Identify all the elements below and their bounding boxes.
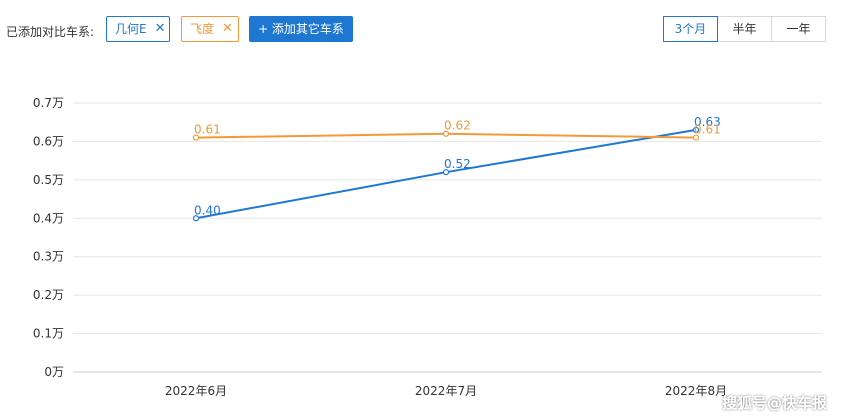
- y-tick-label: 0.7万: [33, 96, 64, 110]
- y-tick-label: 0.3万: [33, 250, 64, 264]
- y-tick-label: 0.4万: [33, 211, 64, 225]
- add-series-button[interactable]: + 添加其它车系: [249, 16, 353, 42]
- data-point: [692, 126, 700, 133]
- data-label: 0.61: [694, 123, 721, 137]
- range-3-months-button[interactable]: 3个月: [663, 16, 718, 42]
- y-tick-label: 0.2万: [33, 288, 64, 302]
- data-point: [442, 130, 450, 137]
- x-tick-label: 2022年8月: [665, 384, 727, 398]
- y-tick-label: 0万: [44, 365, 64, 379]
- compare-label: 已添加对比车系:: [6, 25, 95, 39]
- y-tick-label: 0.6万: [33, 134, 64, 148]
- data-label: 0.52: [444, 157, 471, 171]
- data-point: [442, 169, 450, 176]
- watermark: 搜狐号@快车报: [721, 394, 827, 412]
- compare-tag-label: 飞度: [190, 22, 215, 36]
- compare-tag-label: 几何E: [115, 22, 147, 36]
- data-label: 0.40: [194, 203, 221, 217]
- data-label: 0.62: [444, 119, 471, 133]
- compare-tag-0[interactable]: 几何E ✕: [106, 16, 170, 42]
- time-range-selector: 3个月 半年 一年: [663, 16, 826, 42]
- data-point: [192, 134, 200, 141]
- close-icon[interactable]: ✕: [154, 21, 166, 36]
- data-label: 0.63: [694, 115, 721, 129]
- range-half-year-button[interactable]: 半年: [717, 16, 772, 42]
- x-tick-label: 2022年7月: [415, 384, 477, 398]
- y-tick-label: 0.5万: [33, 173, 64, 187]
- data-point: [692, 134, 700, 141]
- compare-toolbar: 已添加对比车系: 几何E ✕ 飞度 ✕ + 添加其它车系 3个月 半年 一年: [0, 16, 843, 44]
- data-point: [192, 215, 200, 222]
- data-label: 0.61: [194, 123, 221, 137]
- y-tick-label: 0.1万: [33, 327, 64, 341]
- x-tick-label: 2022年6月: [165, 384, 227, 398]
- close-icon[interactable]: ✕: [222, 21, 233, 36]
- range-one-year-button[interactable]: 一年: [771, 16, 826, 42]
- compare-tag-1[interactable]: 飞度 ✕: [181, 16, 239, 42]
